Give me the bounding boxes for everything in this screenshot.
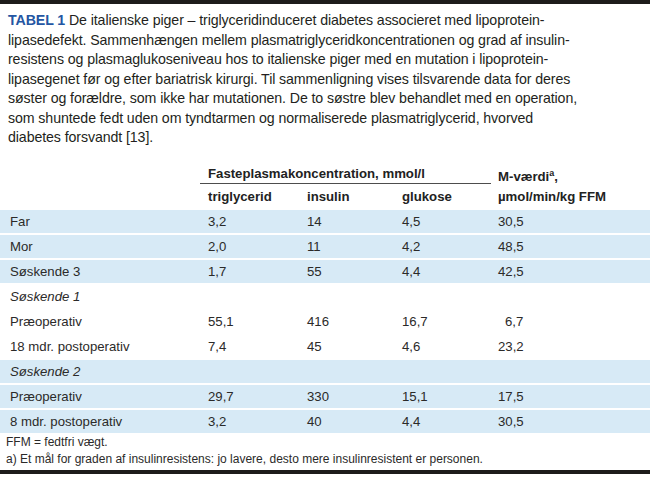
cell-triglycerid: 3,2 [208, 410, 226, 433]
row-label: 8 mdr. postoperativ [10, 410, 122, 433]
table-caption: TABEL 1 De italienske piger – triglyceri… [8, 11, 646, 148]
caption-line: diabetes forsvandt [13]. [8, 128, 646, 148]
group-row-label: Søskende 1 [10, 285, 80, 308]
cell-mvalue: 42,5 [498, 260, 524, 283]
row-label: Præoperativ [10, 385, 82, 408]
column-group-header: Fasteplasmakoncentration, mmol/l [208, 166, 425, 181]
table-row: 8 mdr. postoperativ 3,2 40 4,4 30,5 [0, 410, 650, 433]
caption-line: lipasegenet før og efter bariatrisk kiru… [8, 70, 646, 90]
cell-glukose: 4,4 [402, 410, 420, 433]
cell-mvalue: 23,2 [498, 335, 524, 358]
caption-line: som shuntede fedt uden om tyndtarmen og … [8, 109, 646, 129]
cell-insulin: 11 [307, 235, 321, 258]
caption-line: resistens og plasmaglukoseniveau hos to … [8, 50, 646, 70]
table-row: Far 3,2 14 4,5 30,5 [0, 210, 650, 233]
cell-triglycerid: 1,7 [208, 260, 226, 283]
column-header-mvalue: M-værdia, [498, 168, 558, 184]
bottom-rule [0, 470, 650, 474]
caption-line: TABEL 1 De italienske piger – triglyceri… [8, 11, 646, 31]
column-header-insulin: insulin [307, 189, 350, 204]
cell-insulin: 45 [307, 335, 322, 358]
row-label: 18 mdr. postoperativ [10, 335, 130, 358]
cell-mvalue: 30,5 [498, 210, 524, 233]
cell-insulin: 330 [307, 385, 329, 408]
cell-glukose: 15,1 [402, 385, 428, 408]
cell-glukose: 4,4 [402, 260, 420, 283]
table-row: 18 mdr. postoperativ 7,4 45 4,6 23,2 [0, 335, 650, 358]
cell-mvalue: 30,5 [498, 410, 524, 433]
cell-triglycerid: 2,0 [208, 235, 226, 258]
mvalue-comma: , [554, 169, 558, 184]
footnote-ffm: FFM = fedtfri vægt. [6, 435, 108, 449]
cell-mvalue: 6,7 [505, 310, 523, 333]
caption-line: lipasedefekt. Sammenhængen mellem plasma… [8, 31, 646, 51]
cell-glukose: 4,5 [402, 210, 420, 233]
row-label: Præoperativ [10, 310, 82, 333]
table-group-row: Søskende 2 [0, 360, 650, 383]
cell-insulin: 416 [307, 310, 329, 333]
cell-triglycerid: 7,4 [208, 335, 226, 358]
table-row: Søskende 3 1,7 55 4,4 42,5 [0, 260, 650, 283]
cell-insulin: 55 [307, 260, 322, 283]
cell-mvalue: 17,5 [498, 385, 524, 408]
caption-line: søster og forældre, som ikke har mutatio… [8, 89, 646, 109]
cell-insulin: 40 [307, 410, 322, 433]
column-header-triglycerid: triglycerid [208, 189, 272, 204]
mvalue-text: M-værdi [498, 169, 549, 184]
row-label: Søskende 3 [10, 260, 80, 283]
table-row: Præoperativ 29,7 330 15,1 17,5 [0, 385, 650, 408]
cell-triglycerid: 3,2 [208, 210, 226, 233]
cell-insulin: 14 [307, 210, 322, 233]
row-label: Mor [10, 235, 33, 258]
cell-glukose: 4,2 [402, 235, 420, 258]
top-rule [0, 0, 650, 4]
cell-glukose: 16,7 [402, 310, 428, 333]
table-figure: TABEL 1 De italienske piger – triglyceri… [0, 0, 650, 479]
cell-glukose: 4,6 [402, 335, 420, 358]
table-row: Mor 2,0 11 4,2 48,5 [0, 235, 650, 258]
row-label: Far [10, 210, 30, 233]
table-row: Præoperativ 55,1 416 16,7 6,7 [0, 310, 650, 333]
footnote-a: a) Et mål for graden af insulinresistens… [6, 452, 483, 466]
cell-triglycerid: 29,7 [208, 385, 234, 408]
cell-mvalue: 48,5 [498, 235, 524, 258]
column-header-mvalue-unit: µmol/min/kg FFM [498, 189, 606, 204]
caption-text: De italienske piger – triglyceridinducer… [69, 12, 545, 28]
cell-triglycerid: 55,1 [208, 310, 234, 333]
group-row-label: Søskende 2 [10, 360, 80, 383]
table-number-label: TABEL 1 [8, 12, 65, 28]
column-header-glukose: glukose [402, 189, 452, 204]
column-group-underline [200, 183, 491, 184]
table-group-row: Søskende 1 [0, 285, 650, 308]
